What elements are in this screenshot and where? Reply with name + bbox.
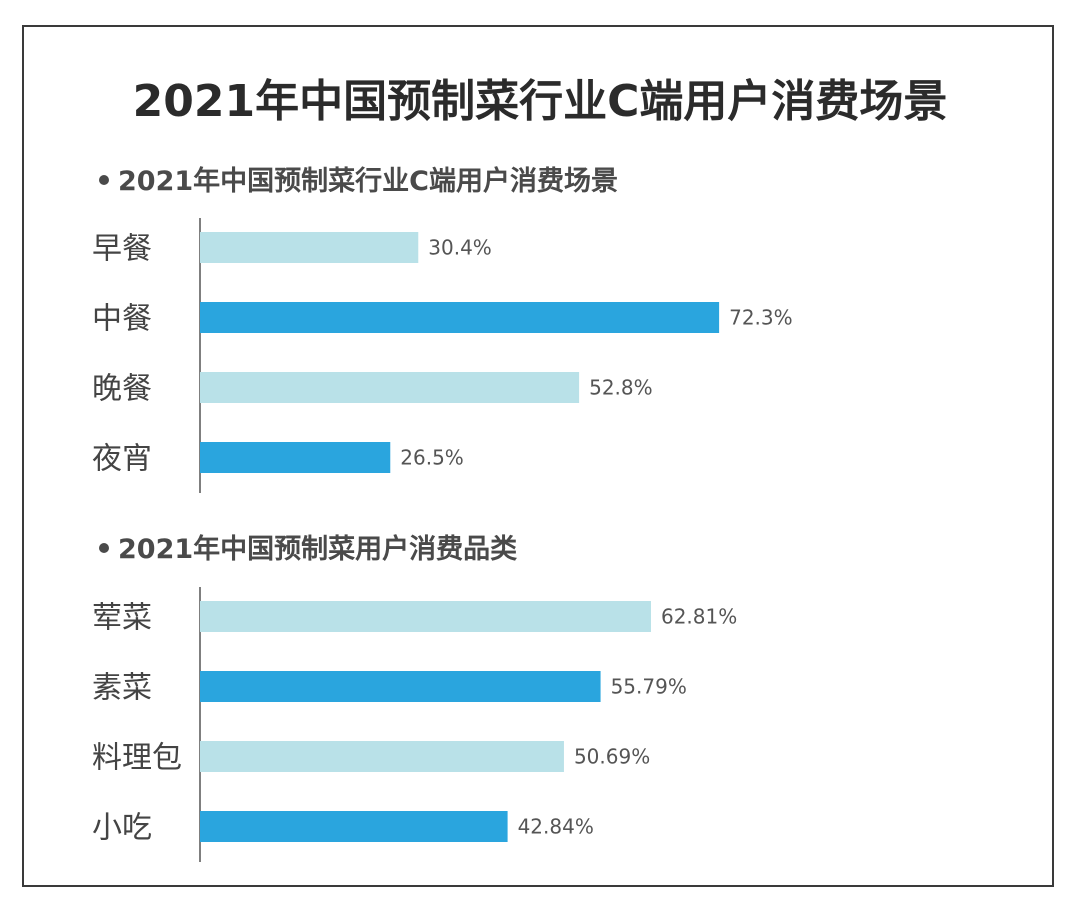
data-label: 30.4% xyxy=(428,236,492,260)
data-label: 52.8% xyxy=(589,376,653,400)
section-title-1: 2021年中国预制菜行业C端用户消费场景 xyxy=(118,165,618,197)
bar xyxy=(200,372,580,403)
bar xyxy=(200,302,720,333)
section-bullet-2 xyxy=(99,543,109,553)
section-title-2: 2021年中国预制菜用户消费品类 xyxy=(118,533,517,565)
data-label: 26.5% xyxy=(400,446,464,470)
bar xyxy=(200,741,564,772)
bar xyxy=(200,442,391,473)
bar xyxy=(200,671,601,702)
data-label: 42.84% xyxy=(518,815,594,839)
category-label: 荤菜 xyxy=(92,601,152,636)
category-label: 小吃 xyxy=(92,811,152,846)
main-title: 2021年中国预制菜行业C端用户消费场景 xyxy=(132,76,948,127)
category-label: 晚餐 xyxy=(92,372,152,407)
category-label: 中餐 xyxy=(92,302,152,337)
category-label: 素菜 xyxy=(92,671,152,706)
category-label: 早餐 xyxy=(92,232,152,267)
bar xyxy=(200,811,508,842)
data-label: 55.79% xyxy=(611,675,687,699)
data-label: 62.81% xyxy=(661,605,737,629)
data-label: 72.3% xyxy=(729,306,793,330)
section-bullet-1 xyxy=(99,175,109,185)
category-label: 料理包 xyxy=(92,741,182,776)
category-label: 夜宵 xyxy=(92,442,152,477)
bar xyxy=(200,232,419,263)
data-label: 50.69% xyxy=(574,745,650,769)
bar xyxy=(200,601,651,632)
